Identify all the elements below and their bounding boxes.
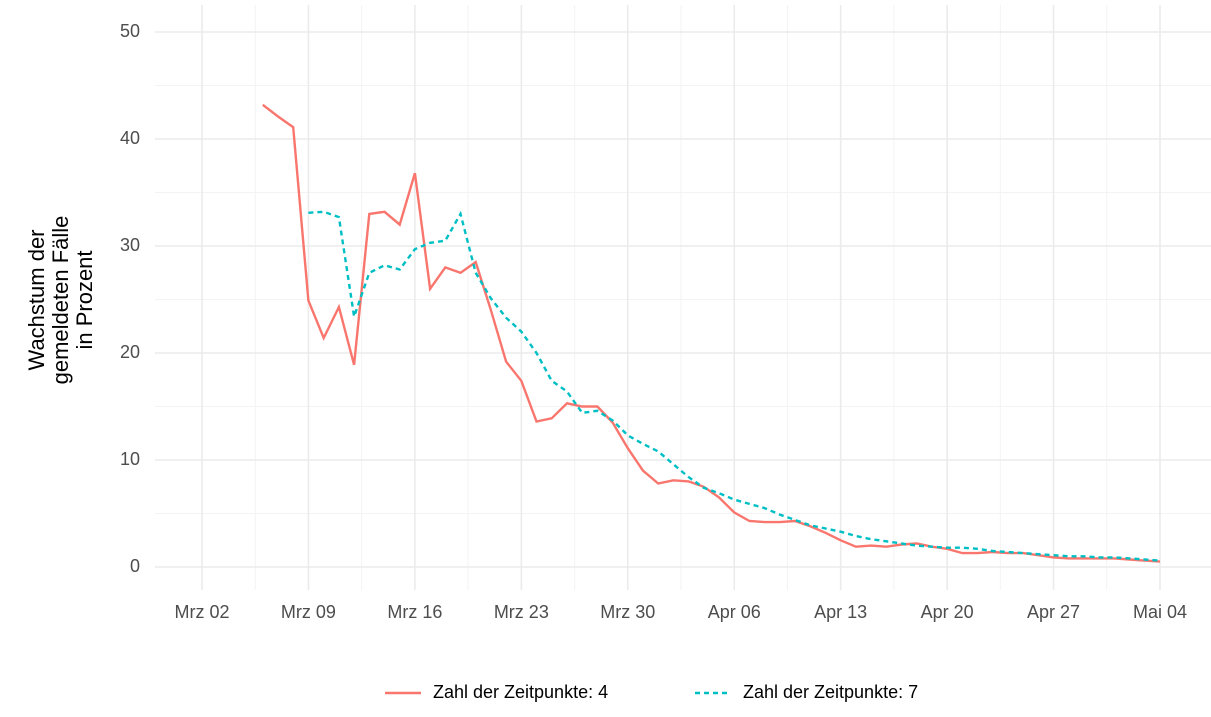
y-axis-label-line: Wachstum der <box>24 229 49 370</box>
y-tick-label: 50 <box>120 21 140 41</box>
x-tick-label: Mrz 02 <box>174 602 229 622</box>
legend-label: Zahl der Zeitpunkte: 7 <box>743 682 918 702</box>
x-tick-label: Mrz 23 <box>494 602 549 622</box>
x-tick-label: Mrz 30 <box>600 602 655 622</box>
x-tick-label: Apr 13 <box>814 602 867 622</box>
y-tick-label: 10 <box>120 449 140 469</box>
y-tick-label: 20 <box>120 342 140 362</box>
y-axis-label-line: in Prozent <box>72 250 97 349</box>
x-tick-label: Mai 04 <box>1133 602 1187 622</box>
y-tick-label: 30 <box>120 235 140 255</box>
x-tick-label: Mrz 09 <box>281 602 336 622</box>
line <box>308 210 1161 562</box>
x-tick-label: Apr 27 <box>1027 602 1080 622</box>
legend-label: Zahl der Zeitpunkte: 4 <box>433 682 608 702</box>
y-tick-label: 0 <box>130 556 140 576</box>
x-tick-label: Apr 20 <box>921 602 974 622</box>
y-tick-label: 40 <box>120 128 140 148</box>
y-axis-label-line: gemeldeten Fälle <box>48 216 73 385</box>
x-tick-label: Mrz 16 <box>387 602 442 622</box>
x-tick-label: Apr 06 <box>708 602 761 622</box>
y-axis-label: Wachstum dergemeldeten Fällein Prozent <box>24 216 97 385</box>
